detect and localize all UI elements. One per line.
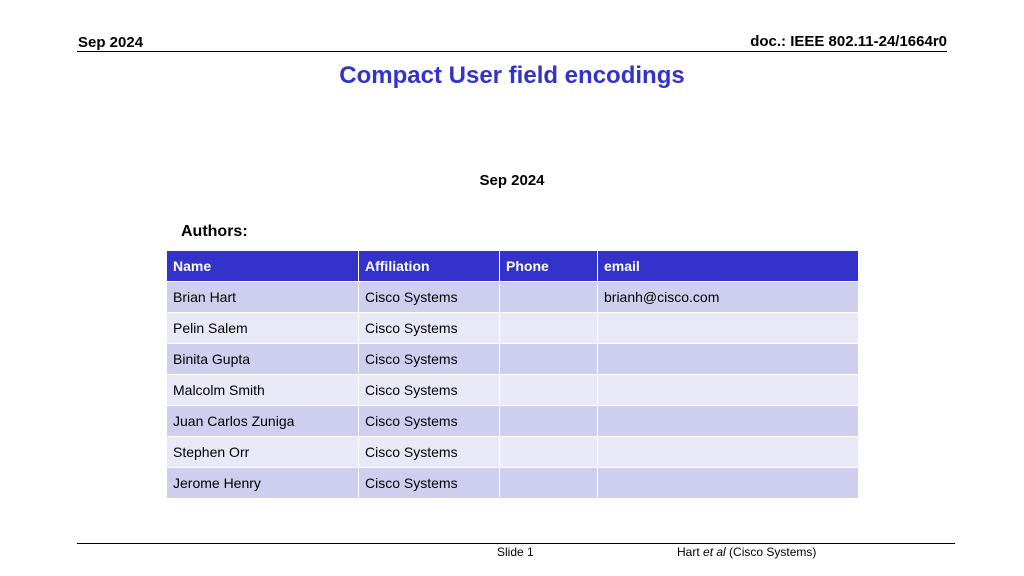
column-header-phone: Phone — [499, 250, 598, 282]
table-row: Stephen Orr Cisco Systems — [166, 436, 859, 468]
table-row: Brian Hart Cisco Systems brianh@cisco.co… — [166, 281, 859, 313]
author-affiliation: Cisco Systems — [358, 312, 500, 344]
author-affiliation: Cisco Systems — [358, 374, 500, 406]
table-row: Pelin Salem Cisco Systems — [166, 312, 859, 344]
table-row: Binita Gupta Cisco Systems — [166, 343, 859, 375]
author-name: Binita Gupta — [166, 343, 359, 375]
author-email — [597, 312, 859, 344]
table-row: Jerome Henry Cisco Systems — [166, 467, 859, 499]
header-divider — [77, 51, 947, 52]
column-header-affiliation: Affiliation — [358, 250, 500, 282]
author-email: brianh@cisco.com — [597, 281, 859, 313]
author-phone — [499, 374, 598, 406]
page-title: Compact User field encodings — [339, 62, 685, 89]
author-name: Jerome Henry — [166, 467, 359, 499]
author-phone — [499, 312, 598, 344]
presentation-date: Sep 2024 — [479, 172, 545, 189]
table-header-row: Name Affiliation Phone email — [166, 250, 859, 282]
footer-author-org: (Cisco Systems) — [729, 545, 817, 559]
author-affiliation: Cisco Systems — [358, 281, 500, 313]
author-phone — [499, 281, 598, 313]
author-name: Malcolm Smith — [166, 374, 359, 406]
author-email — [597, 374, 859, 406]
author-email — [597, 436, 859, 468]
header-date: Sep 2024 — [78, 34, 144, 51]
footer-author-name: Hart — [677, 545, 700, 559]
author-name: Juan Carlos Zuniga — [166, 405, 359, 437]
column-header-email: email — [597, 250, 859, 282]
table-row: Juan Carlos Zuniga Cisco Systems — [166, 405, 859, 437]
authors-label: Authors: — [181, 223, 248, 240]
author-email — [597, 467, 859, 499]
author-phone — [499, 436, 598, 468]
document-id: doc.: IEEE 802.11-24/1664r0 — [750, 33, 947, 50]
footer-divider — [77, 543, 955, 544]
author-email — [597, 405, 859, 437]
column-header-name: Name — [166, 250, 359, 282]
author-email — [597, 343, 859, 375]
authors-table: Name Affiliation Phone email Brian Hart … — [166, 250, 859, 499]
author-name: Brian Hart — [166, 281, 359, 313]
table-row: Malcolm Smith Cisco Systems — [166, 374, 859, 406]
author-affiliation: Cisco Systems — [358, 405, 500, 437]
author-affiliation: Cisco Systems — [358, 467, 500, 499]
author-name: Stephen Orr — [166, 436, 359, 468]
author-phone — [499, 405, 598, 437]
author-name: Pelin Salem — [166, 312, 359, 344]
footer-author: Hart et al (Cisco Systems) — [677, 545, 816, 559]
author-phone — [499, 343, 598, 375]
author-affiliation: Cisco Systems — [358, 436, 500, 468]
footer-author-etal: et al — [703, 545, 726, 559]
slide-number: Slide 1 — [497, 545, 534, 559]
author-phone — [499, 467, 598, 499]
author-affiliation: Cisco Systems — [358, 343, 500, 375]
